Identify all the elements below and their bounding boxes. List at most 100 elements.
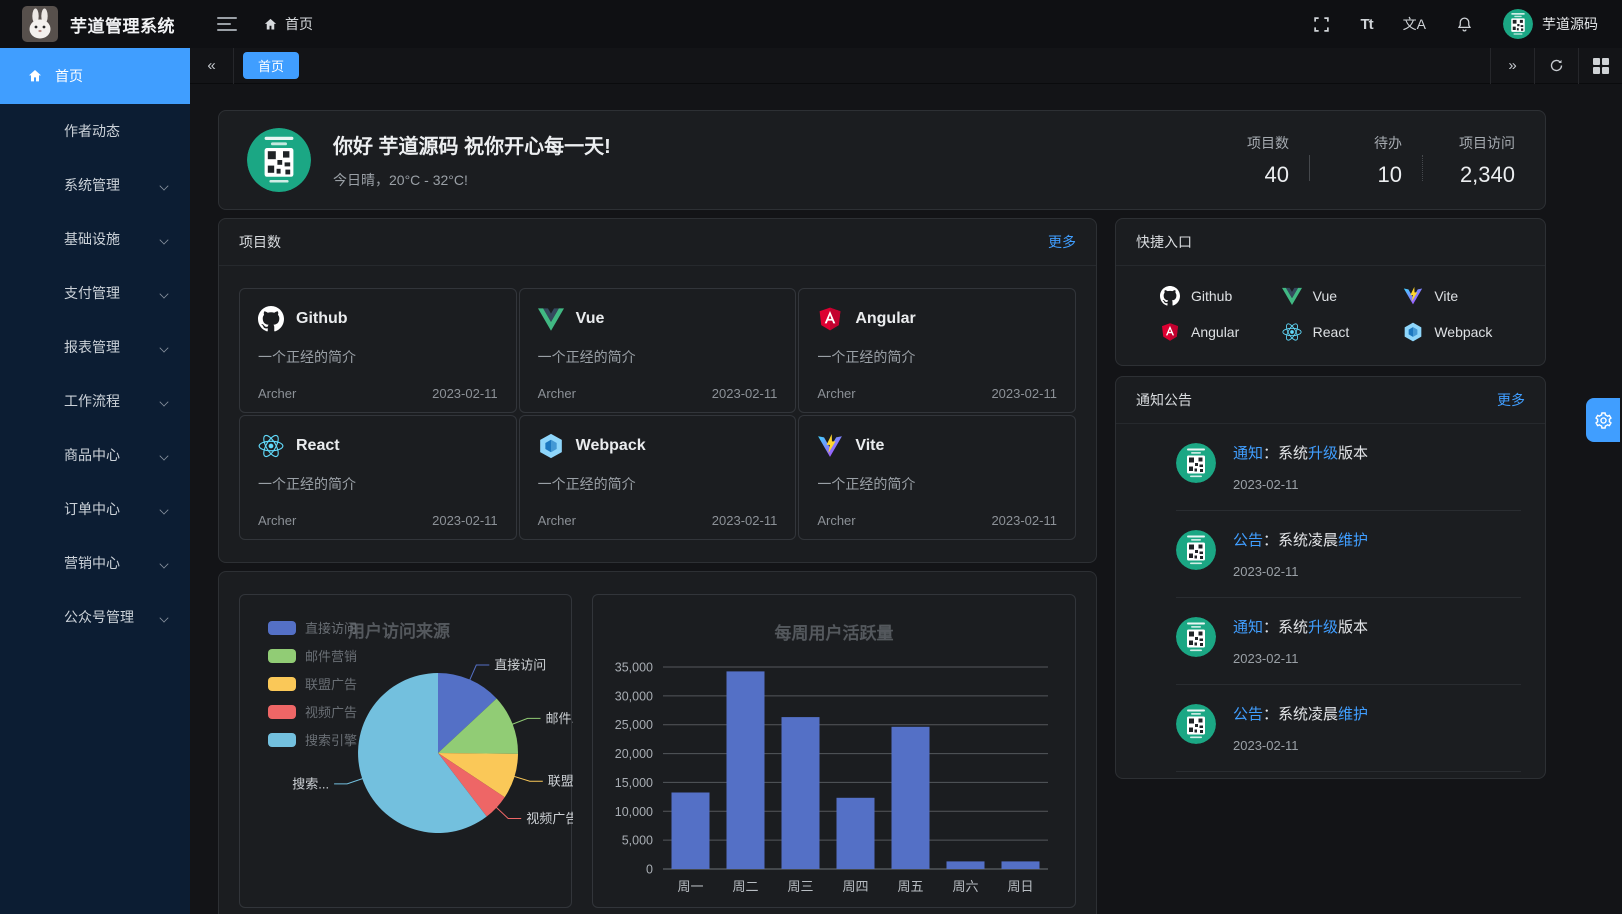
shortcut-item[interactable]: Github [1160,283,1282,309]
locale-icon[interactable]: 文A [1402,16,1426,32]
main-content: 你好 芋道源码 祝你开心每一天! 今日晴，20°C - 32°C! 项目数 40… [190,84,1622,914]
pie-slice[interactable] [438,698,519,754]
chevron-down-icon [160,558,170,568]
bell-icon[interactable] [1456,16,1473,33]
theme-settings-button[interactable] [1586,398,1620,442]
tab-bar: « 首页 » [190,47,1622,84]
app-logo[interactable] [22,6,58,42]
pie-chart-card: 用户访问来源 直接访问 邮件营销 联盟广告 视频广告 搜索引擎 直接访问邮件..… [239,594,574,908]
home-icon [29,70,41,82]
project-desc: 一个正经的简介 [537,349,636,365]
legend-label: 视频广告 [305,705,358,720]
legend-item[interactable]: 搜索引擎 [268,730,357,749]
project-card[interactable]: React 一个正经的简介 Archer 2023-02-11 [239,415,517,540]
shortcuts-title: 快捷入口 [1136,234,1192,250]
sidebar-item[interactable]: 作者动态 [0,104,190,158]
bar[interactable] [726,671,765,869]
pie-slice[interactable] [438,673,497,753]
legend-item[interactable]: 直接访问 [268,618,357,637]
notices-list: 通知：系统升级版本 2023-02-11 公告：系统凌晨维护 2023-02-1… [1116,424,1545,778]
notice-text-segment: ：系统 [1263,619,1309,636]
pie-callout-label: 视频广告 [526,811,573,826]
notice-text-segment: 版本 [1338,445,1369,462]
notices-title: 通知公告 [1136,392,1192,408]
notice-item[interactable]: 公告：系统凌晨维护 2023-02-11 [1176,511,1521,598]
notice-date: 2023-02-11 [1233,651,1299,666]
shortcut-item[interactable]: Vue [1281,283,1404,309]
bar[interactable] [836,797,875,869]
project-card[interactable]: Webpack 一个正经的简介 Archer 2023-02-11 [518,415,797,540]
pie-slice[interactable] [358,673,487,833]
font-size-icon[interactable]: Tt [1360,15,1373,33]
projects-more-link[interactable]: 更多 [1048,234,1076,250]
sidebar-item[interactable]: 支付管理 [0,266,190,320]
notice-item[interactable]: 通知：系统升级版本 2023-02-11 [1176,424,1521,511]
bar[interactable] [781,717,820,869]
breadcrumb[interactable]: 首页 [263,14,313,34]
sidebar-item[interactable]: 商品中心 [0,428,190,482]
legend-label: 联盟广告 [305,677,358,692]
project-card[interactable]: Vue 一个正经的简介 Archer 2023-02-11 [518,288,797,413]
vite-icon [1403,286,1423,306]
notice-avatar [1176,704,1216,744]
sidebar: 首页 作者动态系统管理基础设施支付管理 报表管理 工作流程 商品中心 订单中心 营销中心公… [0,48,190,914]
project-card[interactable]: Angular 一个正经的简介 Archer 2023-02-11 [798,288,1076,413]
collapse-tabs-icon[interactable]: « [190,47,234,84]
pie-slice[interactable] [438,753,505,817]
pie-callout-label: 直接访问 [494,658,546,673]
tab-home[interactable]: 首页 [243,52,300,79]
github-icon [1160,286,1180,306]
sidebar-item[interactable]: 系统管理 [0,158,190,212]
sidebar-item[interactable]: 基础设施 [0,212,190,266]
pie-callout-line [469,664,490,681]
menu-fold-icon[interactable] [217,17,237,31]
notices-more-link[interactable]: 更多 [1497,392,1525,408]
app-title: 芋道管理系统 [70,16,175,36]
shortcut-item[interactable]: Vite [1403,283,1525,309]
angular-icon [817,306,843,332]
vite-icon [817,433,843,459]
sidebar-item[interactable]: 订单中心 [0,482,190,536]
project-card[interactable]: Vite 一个正经的简介 Archer 2023-02-11 [798,415,1076,540]
vue-icon [537,306,564,332]
sidebar-item[interactable]: 公众号管理 [0,590,190,644]
sidebar-item-home[interactable]: 首页 [0,48,190,104]
project-name: Vue [575,310,605,327]
bar[interactable] [946,861,985,869]
stats-group: 项目数 40 待办 10 项目访问 2,340 [1217,133,1515,188]
shortcut-item[interactable]: Webpack [1403,319,1525,345]
fullscreen-icon[interactable] [1313,16,1330,33]
sidebar-item-label: 系统管理 [64,177,120,193]
project-author: Archer [537,386,576,401]
tab-options-icon[interactable] [1578,47,1622,84]
legend-item[interactable]: 邮件营销 [268,646,357,665]
project-card[interactable]: Github 一个正经的简介 Archer 2023-02-11 [239,288,517,413]
notice-item[interactable]: 公告：系统凌晨维护 2023-02-11 [1176,685,1521,772]
stat-divider [1422,155,1423,181]
shortcut-item[interactable]: React [1282,319,1404,345]
username: 芋道源码 [1542,16,1598,32]
bar[interactable] [671,792,710,870]
notice-item[interactable]: 通知：系统升级版本 2023-02-11 [1176,598,1521,685]
github-icon [258,306,284,332]
webpack-icon [538,433,564,459]
shortcut-item[interactable]: Angular [1160,319,1282,345]
pie-callout-label: 邮件... [546,711,574,726]
bar[interactable] [891,726,930,869]
user-menu[interactable]: 芋道源码 [1503,9,1598,39]
webpack-icon [1403,322,1423,342]
pie-slice[interactable] [438,753,518,798]
project-desc: 一个正经的简介 [537,476,636,492]
bar[interactable] [1001,861,1040,869]
legend-item[interactable]: 视频广告 [268,702,357,721]
legend-item[interactable]: 联盟广告 [268,674,357,693]
refresh-icon[interactable] [1534,47,1578,84]
sidebar-item[interactable]: 报表管理 [0,320,190,374]
sidebar-item[interactable]: 工作流程 [0,374,190,428]
sidebar-item-label: 基础设施 [64,231,120,247]
expand-tabs-icon[interactable]: » [1490,47,1534,84]
sidebar-item[interactable]: 营销中心 [0,536,190,590]
bar-chart: 0 5,000 10,000 15,000 20,000 25,000 30,000 35,0… [615,661,1048,894]
weather-text: 今日晴，20°C - 32°C! [333,172,468,188]
